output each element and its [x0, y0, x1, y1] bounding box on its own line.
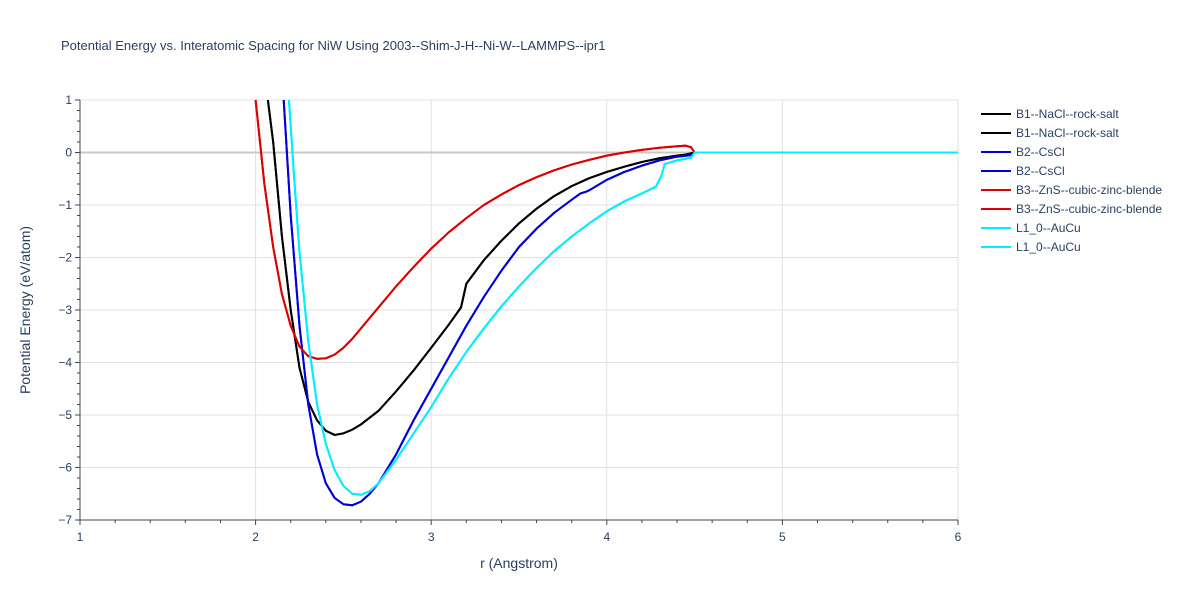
legend-label: B1--NaCl--rock-salt	[1016, 107, 1119, 121]
x-tick-label: 5	[779, 530, 786, 544]
y-tick-label: −3	[58, 303, 72, 317]
y-tick-label: 0	[65, 146, 72, 160]
series-layer	[254, 100, 958, 507]
x-tick-label: 3	[428, 530, 435, 544]
x-tick-label: 4	[603, 530, 610, 544]
y-tick-label: −1	[58, 198, 72, 212]
y-tick-label: −6	[58, 461, 72, 475]
series-line-7	[287, 100, 958, 496]
legend-label: B3--ZnS--cubic-zinc-blende	[1016, 183, 1162, 197]
x-tick-label: 1	[77, 530, 84, 544]
y-axis-label: Potential Energy (eV/atom)	[17, 226, 33, 394]
series-line-2	[266, 100, 958, 436]
y-tick-label: −4	[58, 356, 72, 370]
legend-label: B2--CsCl	[1016, 145, 1065, 159]
series-line-3	[282, 100, 958, 507]
y-tick-label: 1	[65, 93, 72, 107]
legend-label: B2--CsCl	[1016, 164, 1065, 178]
legend-label: L1_0--AuCu	[1016, 240, 1081, 254]
series-line-4	[282, 100, 958, 507]
series-line-8	[287, 100, 958, 496]
grid-layer	[80, 99, 959, 520]
series-line-1	[266, 100, 958, 436]
chart-title: Potential Energy vs. Interatomic Spacing…	[61, 38, 605, 53]
legend-label: L1_0--AuCu	[1016, 221, 1081, 235]
legend-label: B1--NaCl--rock-salt	[1016, 126, 1119, 140]
x-tick-label: 2	[252, 530, 259, 544]
x-tick-label: 6	[955, 530, 962, 544]
y-tick-label: −7	[58, 513, 72, 527]
axis-layer: 1 2 3 4 5 6 1 0 −1 −2 −3 −4 −5 −6 −7	[58, 93, 961, 544]
y-tick-label: −5	[58, 408, 72, 422]
x-axis-label: r (Angstrom)	[480, 555, 558, 571]
y-tick-label: −2	[58, 251, 72, 265]
legend: B1--NaCl--rock-salt B1--NaCl--rock-salt B2…	[981, 107, 1162, 254]
legend-label: B3--ZnS--cubic-zinc-blende	[1016, 202, 1162, 216]
